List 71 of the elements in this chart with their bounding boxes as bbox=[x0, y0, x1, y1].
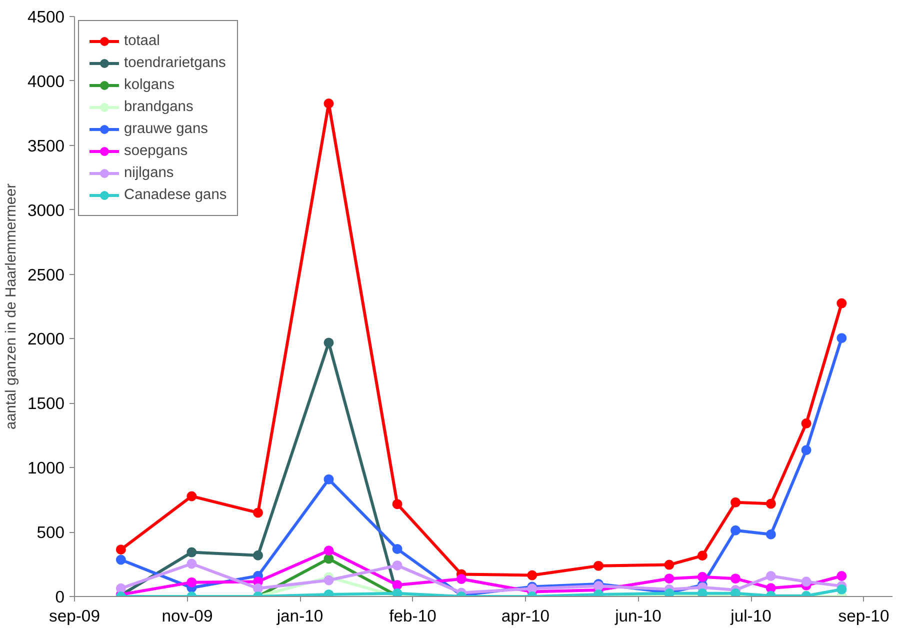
point bbox=[324, 546, 334, 556]
point bbox=[801, 576, 812, 587]
x-tick-label: jun-10 bbox=[614, 606, 662, 626]
point bbox=[392, 560, 402, 570]
point bbox=[730, 497, 741, 508]
point bbox=[697, 572, 708, 582]
point bbox=[730, 525, 741, 536]
point bbox=[456, 574, 466, 584]
point bbox=[836, 298, 847, 308]
point bbox=[836, 333, 847, 344]
point bbox=[324, 98, 334, 108]
point bbox=[801, 418, 812, 428]
point bbox=[766, 529, 776, 540]
point bbox=[186, 558, 197, 569]
legend-label: totaal bbox=[124, 33, 160, 49]
point bbox=[801, 445, 812, 456]
point bbox=[730, 588, 741, 596]
legend-label: toendrarietgans bbox=[124, 55, 226, 71]
x-tick-label: sep-10 bbox=[838, 606, 890, 626]
x-tick-label: nov-09 bbox=[162, 606, 213, 626]
y-tick-label: 1500 bbox=[27, 394, 65, 414]
point bbox=[664, 560, 674, 570]
legend-label: grauwe gans bbox=[124, 121, 208, 137]
point bbox=[593, 560, 604, 571]
x-tick-label: sep-09 bbox=[49, 606, 100, 626]
point bbox=[697, 588, 708, 596]
x-tick-label: jul-10 bbox=[730, 606, 772, 626]
y-axis-title: aantal ganzen in de Haarlemmermeer bbox=[3, 183, 20, 430]
x-tick-label: feb-10 bbox=[389, 606, 436, 626]
legend-label: Canadese gans bbox=[124, 187, 227, 203]
legend-label: nijlgans bbox=[124, 165, 174, 181]
point bbox=[392, 580, 402, 590]
point bbox=[392, 544, 402, 554]
point bbox=[836, 584, 847, 594]
point bbox=[697, 550, 708, 561]
y-tick-label: 2500 bbox=[27, 265, 65, 284]
point bbox=[252, 550, 263, 560]
y-tick-label: 1000 bbox=[27, 458, 65, 478]
y-tick-label: 3500 bbox=[27, 136, 65, 156]
point bbox=[392, 588, 402, 596]
point bbox=[593, 581, 604, 592]
point bbox=[186, 547, 197, 558]
y-tick-label: 4500 bbox=[27, 8, 65, 26]
legend-label: kolgans bbox=[124, 77, 175, 93]
point bbox=[730, 574, 741, 584]
point bbox=[252, 583, 263, 594]
point bbox=[116, 583, 126, 594]
point bbox=[186, 491, 197, 502]
x-tick-label: jan-10 bbox=[276, 606, 324, 626]
x-tick-label: apr-10 bbox=[501, 606, 550, 626]
point bbox=[324, 575, 334, 586]
point bbox=[252, 508, 263, 518]
legend-label: soepgans bbox=[124, 143, 188, 159]
point bbox=[324, 338, 334, 348]
legend-label: brandgans bbox=[124, 99, 194, 115]
y-tick-label: 3000 bbox=[27, 200, 65, 220]
point bbox=[836, 571, 847, 581]
point bbox=[324, 554, 334, 564]
y-tick-label: 0 bbox=[55, 588, 64, 606]
y-tick-label: 500 bbox=[36, 523, 65, 542]
point bbox=[116, 544, 126, 555]
point bbox=[527, 570, 538, 580]
point bbox=[186, 577, 197, 588]
point bbox=[324, 474, 334, 484]
y-tick-label: 2000 bbox=[27, 330, 65, 349]
point bbox=[664, 574, 674, 584]
point bbox=[766, 498, 776, 509]
y-tick-label: 4000 bbox=[27, 72, 65, 91]
point bbox=[116, 554, 126, 565]
point bbox=[766, 571, 776, 581]
point bbox=[392, 499, 402, 510]
